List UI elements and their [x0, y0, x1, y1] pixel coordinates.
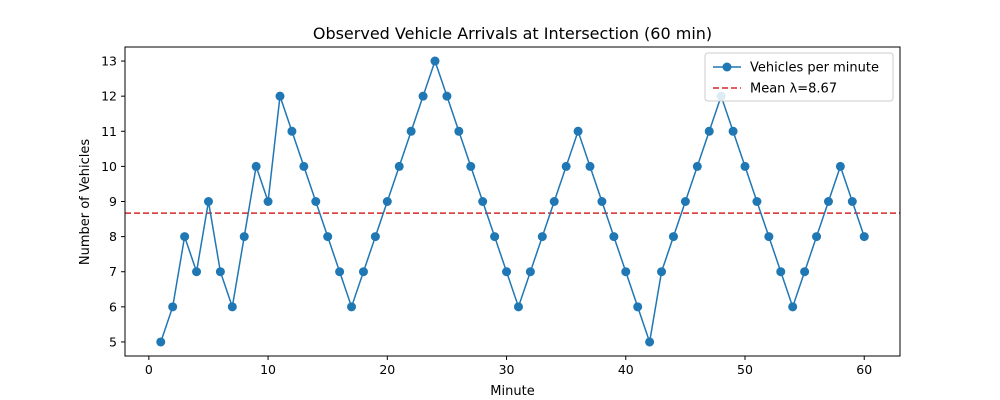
data-point	[537, 232, 547, 242]
y-axis-label: Number of Vehicles	[78, 139, 93, 266]
data-point	[287, 126, 297, 136]
x-axis-label: Minute	[490, 384, 534, 399]
data-point	[680, 197, 690, 206]
x-tick-label: 0	[145, 362, 153, 377]
data-point	[502, 267, 512, 277]
x-axis: 0 10 20 30 40 50 60	[145, 356, 872, 377]
data-point	[692, 161, 702, 171]
data-point	[192, 267, 202, 277]
y-tick-label: 5	[109, 334, 117, 349]
data-point	[215, 267, 225, 277]
y-tick-label: 7	[109, 264, 117, 279]
legend-series-label: Vehicles per minute	[750, 61, 879, 76]
plot-area	[125, 56, 900, 347]
data-point	[275, 91, 285, 101]
data-point	[812, 232, 822, 242]
data-point	[525, 267, 535, 277]
data-point	[573, 126, 583, 136]
y-tick-label: 8	[109, 229, 117, 244]
data-point	[847, 197, 857, 206]
data-point	[263, 197, 273, 206]
data-point	[788, 302, 798, 312]
data-point	[251, 161, 261, 171]
data-point	[156, 337, 166, 347]
data-point	[764, 232, 774, 242]
data-point	[823, 197, 833, 206]
data-point	[311, 197, 321, 206]
data-point	[466, 161, 476, 171]
data-point	[454, 126, 464, 136]
data-point	[323, 232, 333, 242]
data-point	[490, 232, 500, 242]
data-point	[585, 161, 595, 171]
data-point	[549, 197, 559, 206]
series-line	[160, 58, 865, 343]
data-point	[835, 161, 845, 171]
data-point	[358, 267, 368, 277]
legend: Vehicles per minute Mean λ=8.67	[704, 52, 894, 102]
y-tick-label: 10	[101, 159, 117, 174]
data-point	[597, 197, 607, 206]
x-tick-label: 50	[737, 362, 753, 377]
data-point	[609, 232, 619, 242]
data-point	[561, 161, 571, 171]
data-point	[513, 302, 523, 312]
data-point	[406, 126, 416, 136]
data-point	[776, 267, 786, 277]
data-point	[633, 302, 643, 312]
x-tick-label: 10	[260, 362, 276, 377]
data-point	[370, 232, 380, 242]
data-point	[621, 267, 631, 277]
data-point	[168, 302, 178, 312]
y-tick-label: 6	[109, 299, 117, 314]
data-point	[227, 302, 237, 312]
data-point	[180, 232, 190, 242]
data-point	[859, 232, 869, 242]
y-axis: 5 6 7 8 9 10 11 12 13	[101, 54, 125, 349]
y-tick-label: 11	[101, 124, 117, 139]
legend-series-marker	[722, 62, 732, 72]
x-tick-label: 20	[379, 362, 395, 377]
data-point	[203, 197, 213, 206]
data-point	[728, 126, 738, 136]
data-point	[800, 267, 810, 277]
data-point	[335, 267, 345, 277]
data-point	[752, 197, 762, 206]
legend-box	[704, 52, 894, 102]
data-point	[394, 161, 404, 171]
y-tick-label: 13	[101, 54, 117, 69]
data-point	[442, 91, 452, 101]
data-point	[299, 161, 309, 171]
data-point	[239, 232, 249, 242]
data-point	[657, 267, 667, 277]
data-point	[382, 197, 392, 206]
chart-title: Observed Vehicle Arrivals at Intersectio…	[313, 24, 712, 43]
data-point	[668, 232, 678, 242]
x-tick-label: 30	[499, 362, 515, 377]
y-tick-label: 9	[109, 194, 117, 209]
data-point	[430, 56, 440, 66]
data-point	[418, 91, 428, 101]
data-point	[478, 197, 488, 206]
legend-mean-label: Mean λ=8.67	[750, 82, 837, 97]
data-point	[347, 302, 357, 312]
y-tick-label: 12	[101, 89, 117, 104]
x-tick-label: 40	[618, 362, 634, 377]
x-tick-label: 60	[856, 362, 872, 377]
data-point	[704, 126, 714, 136]
data-point	[645, 337, 655, 347]
data-point	[740, 161, 750, 171]
